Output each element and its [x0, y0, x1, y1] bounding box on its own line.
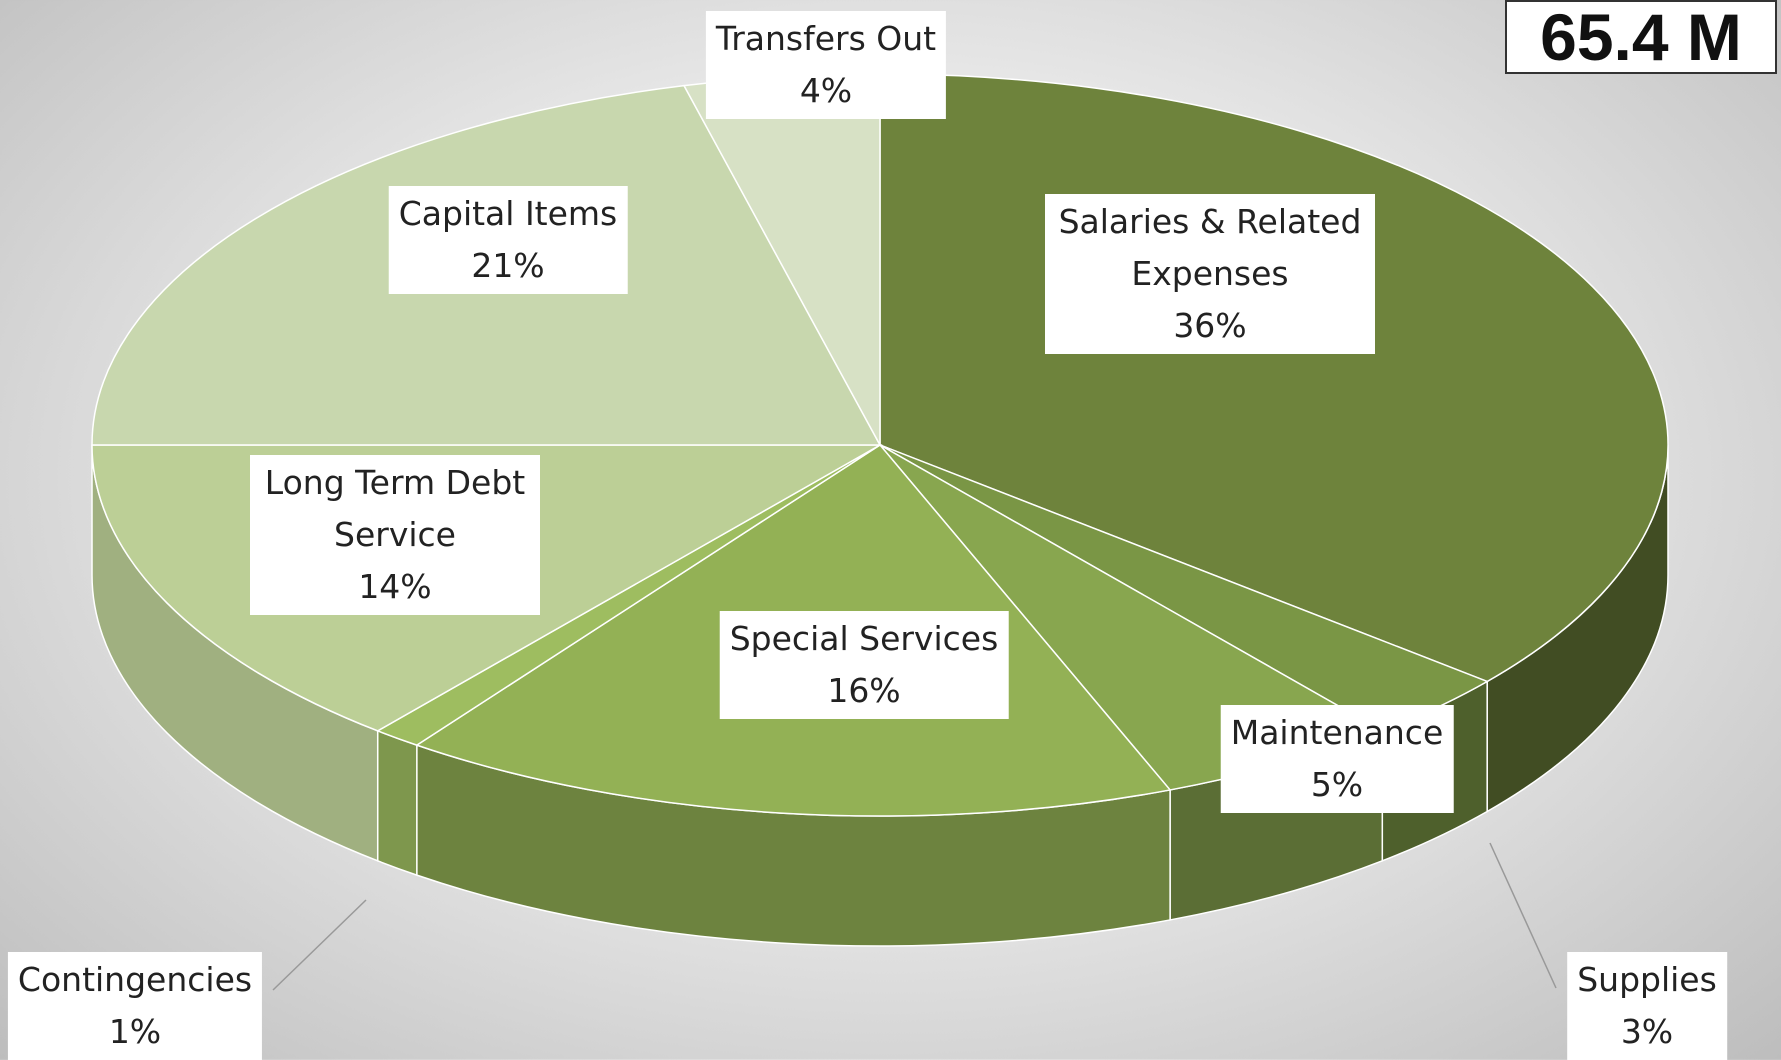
value-label: 4%	[799, 71, 853, 110]
leader-line	[1489, 842, 1557, 989]
slice-label: Capital Items 21%	[388, 186, 628, 294]
slice-label: Transfers Out 4%	[705, 11, 947, 119]
category-name: Maintenance	[1230, 713, 1444, 752]
slice-label: Long Term Debt Service 14%	[250, 455, 540, 615]
value-label: 14%	[358, 567, 432, 606]
slice-side	[376, 729, 418, 877]
slice-label: Special Services 16%	[719, 611, 1009, 719]
slice-label: Supplies 3%	[1567, 952, 1727, 1060]
leader-line	[272, 899, 367, 991]
value-label: 3%	[1620, 1012, 1674, 1051]
category-name: Long Term Debt Service	[264, 463, 526, 554]
value-label: 1%	[108, 1012, 162, 1051]
category-name: Salaries & Related Expenses	[1058, 202, 1362, 293]
value-label: 16%	[827, 671, 901, 710]
slice-label: Contingencies 1%	[7, 952, 263, 1060]
value-label: 36%	[1173, 306, 1247, 345]
slice-label: Maintenance 5%	[1220, 705, 1454, 813]
category-name: Capital Items	[398, 194, 618, 233]
category-name: Transfers Out	[715, 19, 937, 58]
category-name: Special Services	[729, 619, 999, 658]
value-label: 21%	[471, 246, 545, 285]
value-label: 5%	[1310, 765, 1364, 804]
category-name: Supplies	[1577, 960, 1717, 999]
category-name: Contingencies	[17, 960, 253, 999]
total-annotation: 65.4 M	[1505, 0, 1777, 74]
slice-label: Salaries & Related Expenses 36%	[1045, 194, 1375, 354]
